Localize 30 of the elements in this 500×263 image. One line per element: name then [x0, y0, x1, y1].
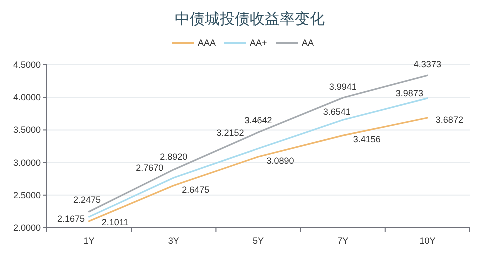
legend-label: AA [302, 38, 314, 48]
y-tick-label: 3.0000 [13, 158, 41, 168]
legend-label: AA+ [250, 38, 268, 48]
data-label: 2.8920 [160, 152, 188, 162]
chart-title: 中债城投债收益率变化 [175, 11, 325, 28]
y-tick-label: 3.5000 [13, 125, 41, 136]
x-tick-label: 5Y [252, 236, 264, 246]
data-label: 2.7670 [136, 162, 164, 173]
y-tick-label: 4.0000 [13, 92, 41, 103]
y-tick-label: 2.0000 [13, 223, 41, 233]
data-label: 2.1675 [58, 214, 86, 224]
x-tick-label: 1Y [84, 236, 95, 246]
data-label: 3.6872 [436, 114, 464, 125]
y-tick-label: 2.5000 [13, 190, 41, 200]
y-tick-label: 4.5000 [13, 60, 41, 70]
data-label: 3.4156 [353, 134, 381, 145]
data-label: 3.9941 [329, 82, 357, 92]
data-label: 2.1011 [102, 217, 129, 228]
data-label: 3.0890 [266, 156, 294, 166]
data-label: 3.9873 [396, 88, 424, 98]
x-tick-label: 10Y [420, 236, 436, 246]
data-label: 3.4642 [244, 116, 272, 126]
data-label: 3.2152 [216, 128, 244, 138]
data-label: 2.6475 [182, 184, 210, 195]
data-label: 4.3373 [414, 60, 442, 70]
x-tick-label: 3Y [168, 236, 180, 246]
x-tick-label: 7Y [338, 236, 349, 246]
data-label: 3.6541 [323, 107, 351, 118]
data-label: 2.2475 [74, 194, 102, 205]
legend-label: AAA [198, 38, 216, 48]
